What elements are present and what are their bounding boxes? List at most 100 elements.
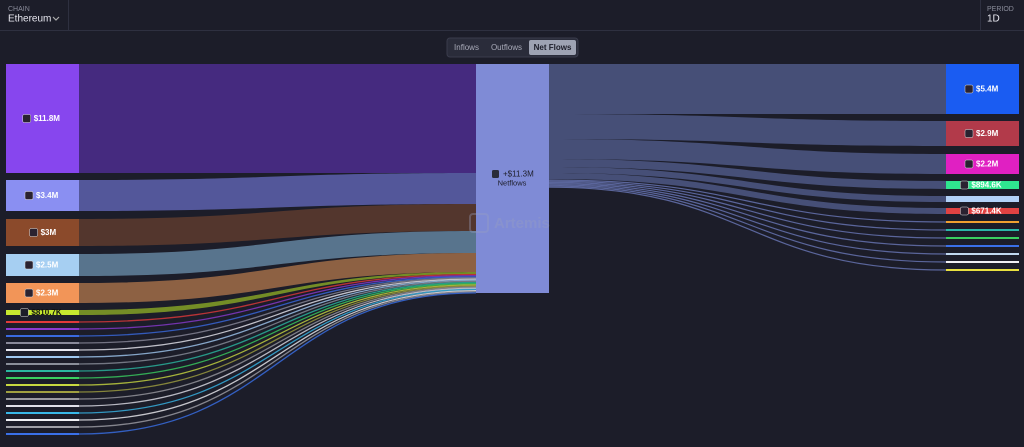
source-node (6, 180, 79, 211)
node-label: $2.9M (976, 129, 999, 138)
flow (548, 180, 947, 231)
flow (79, 231, 476, 276)
source-node (6, 405, 79, 407)
target-node (946, 229, 1019, 231)
target-node (946, 269, 1019, 271)
flow (78, 279, 477, 358)
node-icon (492, 170, 499, 178)
source-node (6, 254, 79, 276)
flow (78, 285, 477, 393)
flow (548, 186, 947, 271)
watermark: Artemis (494, 215, 550, 232)
node-icon (960, 206, 969, 216)
source-node (6, 370, 79, 372)
flow (548, 181, 947, 239)
source-node (6, 391, 79, 393)
node-label: $2.2M (976, 160, 999, 169)
chain-label: CHAIN (8, 6, 30, 13)
flow (78, 291, 477, 428)
node-icon (20, 308, 29, 317)
node-label: $2.3M (36, 289, 59, 298)
target-node (946, 253, 1019, 255)
period-selector[interactable]: PERIOD 1D (987, 6, 1014, 25)
period-label: PERIOD (987, 6, 1014, 13)
flow (79, 253, 476, 303)
node-icon (964, 159, 974, 169)
flow (78, 286, 477, 400)
source-node (6, 419, 79, 421)
source-node (6, 384, 79, 386)
source-node (6, 310, 79, 315)
flow (549, 139, 946, 174)
node-icon (964, 129, 974, 138)
flow (78, 273, 477, 323)
flow (548, 185, 947, 263)
flow (78, 283, 477, 379)
source-node (6, 377, 79, 379)
node-icon (24, 288, 34, 298)
node-label: $3.4M (36, 191, 59, 200)
source-node (6, 398, 79, 400)
tab[interactable]: Inflows (454, 43, 479, 52)
period-value[interactable]: 1D (987, 14, 1000, 25)
target-node (946, 261, 1019, 263)
flow (78, 277, 477, 344)
flow (78, 276, 477, 337)
chain-value[interactable]: Ethereum (8, 14, 51, 25)
source-node (6, 321, 79, 323)
target-node (946, 154, 1019, 174)
flow (79, 173, 476, 211)
node-label: $894.6K (971, 181, 1001, 190)
flow (549, 64, 946, 114)
watermark-logo (469, 213, 489, 233)
target-node (946, 245, 1019, 247)
tab-active-bg (529, 40, 576, 55)
node-label: $5.4M (976, 85, 999, 94)
flow (549, 159, 946, 189)
node-icon (960, 180, 969, 190)
target-node (946, 237, 1019, 239)
node-label: $3M (41, 228, 57, 237)
flow (549, 173, 946, 214)
chevron (52, 16, 60, 21)
node-label: $2.5M (36, 261, 59, 270)
flow (78, 275, 477, 330)
source-node (6, 433, 79, 435)
node-icon (964, 84, 974, 94)
flow (78, 278, 477, 351)
node-label: $671.4K (971, 207, 1001, 216)
tab[interactable]: Outflows (491, 43, 522, 52)
target-node (946, 64, 1019, 114)
tab[interactable]: Net Flows (534, 43, 572, 52)
source-node (6, 349, 79, 351)
flow (78, 288, 477, 414)
source-node (6, 363, 79, 365)
flow (549, 114, 946, 146)
flow (78, 281, 477, 372)
flow (78, 284, 477, 386)
node-icon (24, 191, 34, 200)
flow (78, 289, 477, 421)
flow (548, 184, 947, 255)
target-node (946, 208, 1019, 214)
source-node (6, 412, 79, 414)
flow (78, 280, 477, 365)
flow (79, 272, 476, 315)
target-node (946, 181, 1019, 189)
target-node (946, 196, 1019, 202)
source-node (6, 426, 79, 428)
flow (548, 183, 947, 247)
flow (78, 292, 477, 435)
source-node (6, 328, 79, 330)
center-node (476, 64, 549, 293)
source-node (6, 64, 79, 173)
chain-selector[interactable]: CHAIN Ethereum (8, 6, 60, 25)
flow (78, 287, 477, 407)
flow (79, 64, 476, 173)
node-label: $11.8M (34, 114, 61, 123)
source-node (6, 219, 79, 246)
source-node (6, 283, 79, 303)
center-label: Netflows (498, 178, 527, 187)
flow (548, 179, 947, 223)
